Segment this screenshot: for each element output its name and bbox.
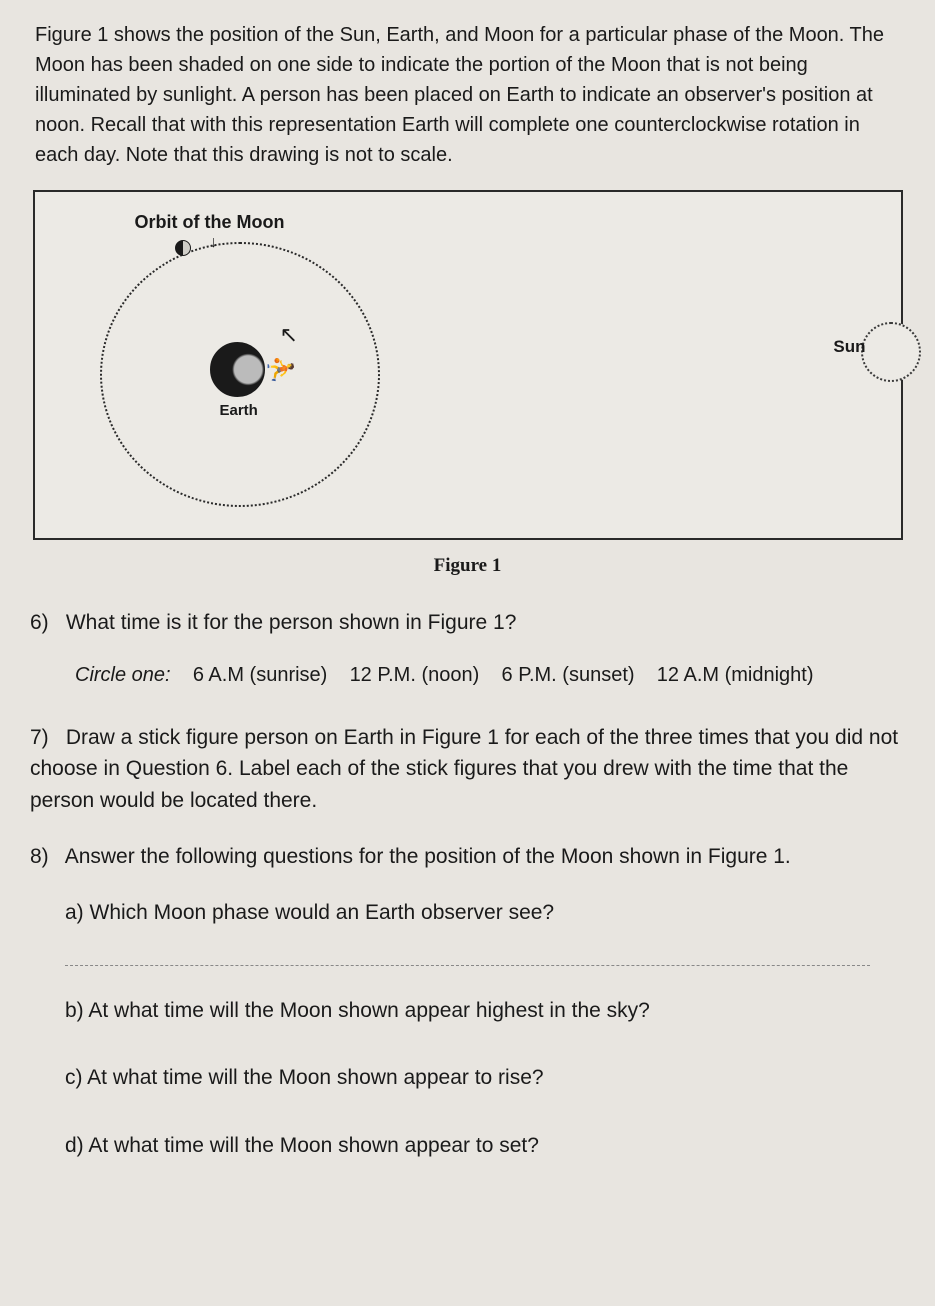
figure-1-diagram: Orbit of the Moon ↓ Earth ⛹ ↖ Sun xyxy=(33,190,903,540)
q6-number: 6) xyxy=(30,607,60,639)
q6-text: What time is it for the person shown in … xyxy=(66,611,517,634)
rotation-arrow-icon: ↖ xyxy=(280,322,298,348)
q8-number: 8) xyxy=(30,841,60,873)
question-6: 6) What time is it for the person shown … xyxy=(25,607,910,639)
earth-icon xyxy=(210,342,265,397)
q8d: d) At what time will the Moon shown appe… xyxy=(65,1131,910,1160)
q7-number: 7) xyxy=(30,722,60,754)
sun-label: Sun xyxy=(833,337,865,357)
q6-opt-4[interactable]: 12 A.M (midnight) xyxy=(657,664,814,686)
intro-text: Figure 1 shows the position of the Sun, … xyxy=(35,24,884,166)
q8a: a) Which Moon phase would an Earth obser… xyxy=(65,898,910,927)
person-icon: ⛹ xyxy=(265,355,294,385)
question-8: 8) Answer the following questions for th… xyxy=(25,841,910,873)
q8-text: Answer the following questions for the p… xyxy=(65,845,791,868)
q6-opt-3[interactable]: 6 P.M. (sunset) xyxy=(502,664,635,686)
answer-line xyxy=(65,965,870,966)
orbit-label: Orbit of the Moon xyxy=(135,212,285,233)
circle-one-label: Circle one: xyxy=(75,664,171,686)
sun-icon xyxy=(861,322,921,382)
figure-caption: Figure 1 xyxy=(25,555,910,577)
earth-label: Earth xyxy=(220,402,258,419)
question-7: 7) Draw a stick figure person on Earth i… xyxy=(25,722,910,817)
q7-text: Draw a stick figure person on Earth in F… xyxy=(30,726,898,812)
q6-options: Circle one: 6 A.M (sunrise) 12 P.M. (noo… xyxy=(75,664,910,687)
q6-opt-1[interactable]: 6 A.M (sunrise) xyxy=(193,664,327,686)
q8c: c) At what time will the Moon shown appe… xyxy=(65,1063,910,1092)
intro-paragraph: Figure 1 shows the position of the Sun, … xyxy=(25,20,910,170)
q6-opt-2[interactable]: 12 P.M. (noon) xyxy=(350,664,480,686)
moon-icon xyxy=(175,240,191,256)
q8b: b) At what time will the Moon shown appe… xyxy=(65,996,910,1025)
